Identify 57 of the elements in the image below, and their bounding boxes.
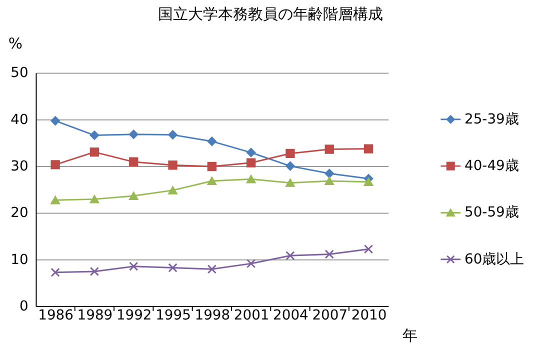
x-tick-label: 2001 xyxy=(234,307,270,324)
point xyxy=(207,264,217,274)
point xyxy=(90,266,100,276)
y-axis-title: % xyxy=(8,34,23,52)
point xyxy=(90,147,100,157)
point xyxy=(207,176,217,186)
y-tick-label: 0 xyxy=(19,298,28,314)
point xyxy=(246,148,256,158)
point xyxy=(168,186,178,194)
point xyxy=(207,162,217,172)
point xyxy=(286,178,295,187)
point xyxy=(129,262,138,271)
y-tick-label: 30 xyxy=(10,158,28,175)
point xyxy=(50,116,60,126)
point xyxy=(324,168,334,178)
point xyxy=(50,196,60,204)
point xyxy=(286,148,295,158)
x-axis-title: 年 xyxy=(402,326,418,344)
point xyxy=(50,268,60,278)
point xyxy=(246,158,256,168)
x-tick-label: 2004 xyxy=(273,307,309,324)
point xyxy=(364,178,374,186)
point xyxy=(324,144,334,154)
legend-label: 25-39歳 xyxy=(464,111,519,128)
legend-label: 50-59歳 xyxy=(464,204,519,221)
point xyxy=(129,130,138,139)
point xyxy=(168,160,178,170)
point xyxy=(168,130,178,140)
x-tick-label: 2007 xyxy=(312,307,348,324)
legend-label: 60歳以上 xyxy=(464,251,524,268)
x-tick-label: 1986 xyxy=(38,307,74,324)
y-tick-label: 50 xyxy=(10,65,28,82)
point xyxy=(364,244,374,254)
point xyxy=(168,263,178,272)
x-tick-label: 1992 xyxy=(116,307,152,324)
y-tick-label: 40 xyxy=(10,112,28,128)
y-tick-label: 10 xyxy=(10,252,28,268)
x-tick-label: 1995 xyxy=(156,307,191,324)
point xyxy=(207,136,217,146)
point xyxy=(286,161,295,171)
x-tick-label: 1998 xyxy=(194,307,230,324)
x-tick-label: 2010 xyxy=(351,307,387,324)
point xyxy=(246,258,256,268)
point xyxy=(129,157,138,166)
point xyxy=(129,192,138,200)
y-tick-label: 20 xyxy=(10,205,28,222)
point xyxy=(324,176,334,186)
point xyxy=(324,250,334,259)
point xyxy=(286,251,295,260)
legend-label: 40-49歳 xyxy=(464,158,519,174)
x-tick-label: 1989 xyxy=(77,307,113,324)
chart-title: 国立大学本務教員の年齢階層構成 xyxy=(158,5,383,24)
point xyxy=(90,195,100,204)
point xyxy=(50,160,60,170)
point xyxy=(90,130,100,140)
point xyxy=(246,175,256,184)
point xyxy=(364,144,374,154)
